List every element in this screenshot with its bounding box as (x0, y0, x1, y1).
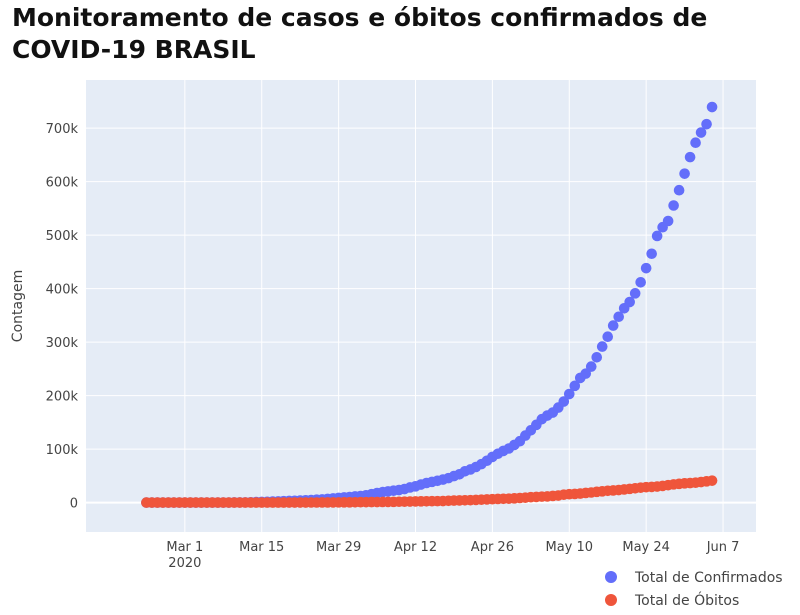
y-tick-label: 700k (46, 122, 79, 137)
x-tick-label: Apr 26 (471, 540, 514, 555)
data-points (141, 101, 718, 508)
legend-label: Total de Óbitos (634, 591, 739, 609)
plot-area (86, 80, 756, 532)
data-point (695, 127, 707, 138)
data-point (679, 168, 690, 179)
data-point (624, 296, 635, 308)
x-tick-label: May 10 (545, 540, 593, 555)
data-point (591, 351, 603, 363)
chart-title: Monitoramento de casos e óbitos confirma… (12, 3, 708, 64)
data-point (558, 396, 570, 407)
y-tick-label: 300k (46, 336, 79, 351)
legend-marker (605, 594, 617, 606)
x-tick-label: Mar 1 (166, 540, 203, 555)
y-axis-ticks: 0 100k 200k 300k 400k 500k 600k 700k (46, 122, 79, 511)
x-tick-label: Mar 29 (316, 540, 361, 555)
data-point (613, 311, 625, 323)
data-point (569, 380, 581, 392)
data-point (701, 118, 712, 130)
data-point (563, 388, 575, 400)
legend-label: Total de Confirmados (634, 570, 783, 586)
y-tick-label: 500k (46, 229, 79, 244)
data-point (585, 361, 597, 372)
data-point (646, 248, 657, 260)
data-point (596, 341, 608, 352)
y-tick-label: 200k (46, 390, 79, 405)
series-2 (141, 475, 718, 508)
y-tick-label: 0 (70, 497, 78, 512)
data-point (607, 320, 619, 331)
legend-marker (605, 571, 617, 583)
data-point (684, 151, 696, 163)
data-point (706, 101, 718, 113)
y-tick-label: 100k (46, 443, 79, 458)
y-tick-label: 600k (46, 176, 79, 191)
x-tick-label: May 24 (622, 540, 670, 555)
x-tick-label: Mar 15 (239, 540, 284, 555)
data-point (629, 288, 641, 299)
y-tick-label: 400k (46, 283, 79, 298)
x-tick-sublabel: 2020 (168, 556, 201, 571)
data-point (651, 230, 663, 242)
x-tick-label: Apr 12 (394, 540, 437, 555)
data-point (662, 215, 674, 227)
data-point (602, 331, 614, 343)
data-point (668, 200, 679, 211)
data-point (690, 137, 701, 148)
legend: Total de Confirmados Total de Óbitos (605, 570, 783, 609)
data-point (706, 475, 718, 486)
data-point (635, 277, 646, 288)
data-point (640, 262, 652, 274)
x-tick-label: Jun 7 (706, 540, 740, 555)
y-axis-label: Contagem (10, 270, 26, 342)
data-point (673, 184, 685, 196)
